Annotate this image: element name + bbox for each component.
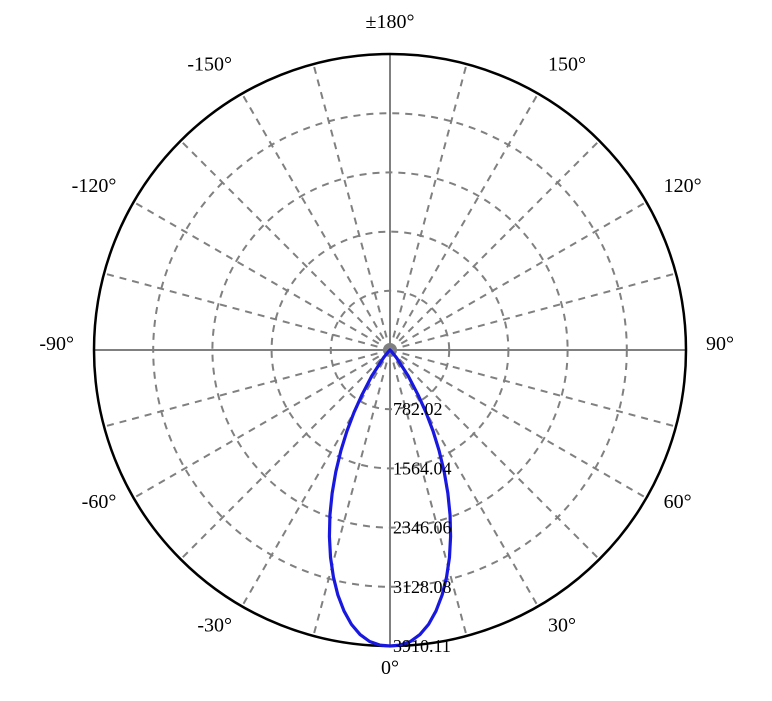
grid-spoke [313, 350, 390, 636]
angle-tick-label: ±180° [366, 11, 415, 33]
angle-tick-label: 60° [664, 491, 692, 513]
angle-tick-label: 0° [381, 657, 399, 679]
grid-spoke [390, 273, 676, 350]
grid-spoke [181, 350, 390, 559]
radial-labels: 782.02 1564.04 2346.06 3128.08 3910.11 [393, 399, 452, 656]
angle-tick-label: 150° [548, 53, 586, 75]
grid-spoke [242, 94, 390, 350]
grid-spoke [104, 350, 390, 427]
angle-tick-label: -150° [187, 53, 232, 75]
grid-spoke [390, 94, 538, 350]
angle-tick-label: -30° [197, 615, 232, 637]
angle-tick-label: 30° [548, 615, 576, 637]
grid-spoke [390, 202, 646, 350]
radial-tick-label: 3128.08 [393, 577, 452, 597]
angle-tick-label: -60° [82, 491, 117, 513]
radial-tick-label: 1564.04 [393, 458, 452, 478]
grid-spoke [390, 141, 599, 350]
grid-spoke [181, 141, 390, 350]
grid-spoke [390, 64, 467, 350]
radial-tick-label: 3910.11 [393, 636, 451, 656]
grid-spoke [104, 273, 390, 350]
radial-tick-label: 2346.06 [393, 518, 452, 538]
angle-tick-label: 90° [706, 333, 734, 355]
grid-spoke [313, 64, 390, 350]
grid-spoke [134, 350, 390, 498]
grid-spoke [134, 202, 390, 350]
grid-spoke [242, 350, 390, 606]
polar-chart: 782.02 1564.04 2346.06 3128.08 3910.11 0° 30°… [0, 0, 772, 701]
radial-tick-label: 782.02 [393, 399, 443, 419]
angle-tick-label: -120° [72, 175, 117, 197]
angle-tick-label: -90° [39, 333, 74, 355]
angle-tick-label: 120° [664, 175, 702, 197]
